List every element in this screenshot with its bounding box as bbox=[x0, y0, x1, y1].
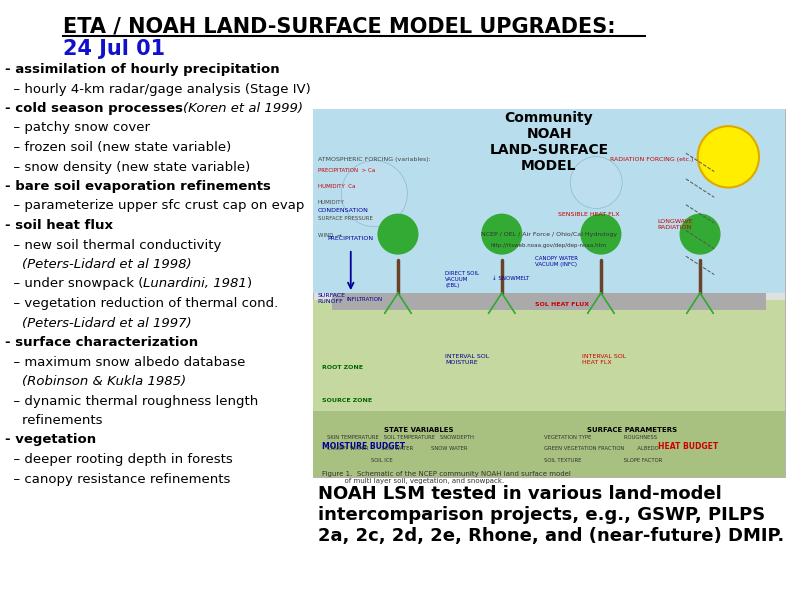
Text: SURFACE PARAMETERS: SURFACE PARAMETERS bbox=[587, 427, 676, 433]
Circle shape bbox=[698, 126, 759, 187]
Text: NCEP / OEL / Air Force / Ohio/Cal Hydrology: NCEP / OEL / Air Force / Ohio/Cal Hydrol… bbox=[481, 232, 617, 237]
Text: – maximum snow albedo database: – maximum snow albedo database bbox=[5, 355, 245, 368]
Text: PRECIPITATION  > Ca: PRECIPITATION > Ca bbox=[318, 168, 375, 173]
Text: – deeper rooting depth in forests: – deeper rooting depth in forests bbox=[5, 453, 233, 466]
Text: STATE VARIABLES: STATE VARIABLES bbox=[384, 427, 453, 433]
Text: HUMIDITY: HUMIDITY bbox=[318, 201, 345, 205]
Text: CANOPY WATER        SOIL WATER           SNOW WATER: CANOPY WATER SOIL WATER SNOW WATER bbox=[327, 446, 468, 452]
Text: – hourly 4-km radar/gage analysis (Stage IV): – hourly 4-km radar/gage analysis (Stage… bbox=[5, 83, 310, 96]
Circle shape bbox=[378, 214, 418, 254]
Text: - bare soil evaporation refinements: - bare soil evaporation refinements bbox=[5, 180, 271, 193]
Text: Lunardini, 1981: Lunardini, 1981 bbox=[144, 277, 247, 290]
Text: – vegetation reduction of thermal cond.: – vegetation reduction of thermal cond. bbox=[5, 297, 278, 310]
Text: SOIL ICE: SOIL ICE bbox=[327, 458, 393, 464]
Text: http://rtsweb.noaa.gov/dep/dep-noaa.htm: http://rtsweb.noaa.gov/dep/dep-noaa.htm bbox=[491, 243, 607, 248]
Text: WIND  →: WIND → bbox=[318, 233, 341, 237]
FancyBboxPatch shape bbox=[313, 411, 785, 477]
Text: SOIL TEXTURE                          SLOPE FACTOR: SOIL TEXTURE SLOPE FACTOR bbox=[544, 458, 662, 464]
Text: CANOPY WATER
VACUUM (INFC): CANOPY WATER VACUUM (INFC) bbox=[535, 256, 578, 267]
Circle shape bbox=[581, 214, 621, 254]
Text: – frozen soil (new state variable): – frozen soil (new state variable) bbox=[5, 141, 231, 154]
Text: – canopy resistance refinements: – canopy resistance refinements bbox=[5, 472, 230, 486]
Text: ROOT ZONE: ROOT ZONE bbox=[322, 365, 364, 369]
Text: SENSIBLE HEAT FLX: SENSIBLE HEAT FLX bbox=[558, 212, 620, 217]
Text: - assimilation of hourly precipitation: - assimilation of hourly precipitation bbox=[5, 63, 279, 76]
Text: SOURCE ZONE: SOURCE ZONE bbox=[322, 398, 372, 403]
Text: SKIN TEMPERATURE   SOIL TEMPERATURE   SNOWDEPTH: SKIN TEMPERATURE SOIL TEMPERATURE SNOWDE… bbox=[327, 435, 474, 440]
Text: - cold season processes: - cold season processes bbox=[5, 102, 183, 115]
Text: ↓ SNOWMELT: ↓ SNOWMELT bbox=[492, 277, 530, 281]
Text: - surface characterization: - surface characterization bbox=[5, 336, 198, 349]
Circle shape bbox=[680, 214, 720, 254]
FancyBboxPatch shape bbox=[332, 293, 766, 309]
Text: VEGETATION TYPE                    ROUGHNESS: VEGETATION TYPE ROUGHNESS bbox=[544, 435, 657, 440]
FancyBboxPatch shape bbox=[313, 300, 785, 411]
Text: – dynamic thermal roughness length: – dynamic thermal roughness length bbox=[5, 394, 258, 408]
Text: SURFACE PRESSURE: SURFACE PRESSURE bbox=[318, 217, 372, 221]
Text: SURFACE
RUNOFF: SURFACE RUNOFF bbox=[318, 293, 345, 304]
Text: refinements: refinements bbox=[5, 414, 102, 427]
Circle shape bbox=[482, 214, 522, 254]
Text: (Peters-Lidard et al 1998): (Peters-Lidard et al 1998) bbox=[5, 258, 191, 271]
Text: GREEN VEGETATION FRACTION        ALBEDO: GREEN VEGETATION FRACTION ALBEDO bbox=[544, 446, 659, 452]
Text: (Peters-Lidard et al 1997): (Peters-Lidard et al 1997) bbox=[5, 317, 191, 330]
Text: RADIATION FORCING (etc.): RADIATION FORCING (etc.) bbox=[611, 157, 694, 162]
FancyBboxPatch shape bbox=[313, 109, 785, 477]
Text: NOAH LSM tested in various land-model
intercomparison projects, e.g., GSWP, PILP: NOAH LSM tested in various land-model in… bbox=[318, 485, 784, 544]
Text: Community
NOAH
LAND-SURFACE
MODEL: Community NOAH LAND-SURFACE MODEL bbox=[489, 111, 608, 173]
Text: PRECIPITATION: PRECIPITATION bbox=[327, 236, 373, 241]
Text: - soil heat flux: - soil heat flux bbox=[5, 219, 113, 232]
Text: HEAT BUDGET: HEAT BUDGET bbox=[657, 442, 718, 451]
Text: – snow density (new state variable): – snow density (new state variable) bbox=[5, 161, 250, 174]
Text: – new soil thermal conductivity: – new soil thermal conductivity bbox=[5, 239, 222, 252]
Text: CONDENSATION: CONDENSATION bbox=[318, 208, 368, 214]
Text: ATMOSPHERIC FORCING (variables):: ATMOSPHERIC FORCING (variables): bbox=[318, 157, 430, 162]
Text: HUMIDITY  Ca: HUMIDITY Ca bbox=[318, 184, 355, 189]
Circle shape bbox=[341, 161, 407, 227]
Text: LONGWAVE
RADIATION: LONGWAVE RADIATION bbox=[657, 220, 693, 230]
Text: – parameterize upper sfc crust cap on evap: – parameterize upper sfc crust cap on ev… bbox=[5, 199, 304, 212]
Circle shape bbox=[570, 156, 622, 209]
Text: – patchy snow cover: – patchy snow cover bbox=[5, 121, 150, 134]
Text: MOISTURE BUDGET: MOISTURE BUDGET bbox=[322, 442, 406, 451]
Text: SOL HEAT FLUX: SOL HEAT FLUX bbox=[535, 302, 589, 307]
Text: 24 Jul 01: 24 Jul 01 bbox=[63, 39, 165, 59]
Text: – under snowpack (: – under snowpack ( bbox=[5, 277, 144, 290]
Text: INFILTRATION: INFILTRATION bbox=[346, 297, 382, 302]
Text: ETA / NOAH LAND-SURFACE MODEL UPGRADES:: ETA / NOAH LAND-SURFACE MODEL UPGRADES: bbox=[63, 17, 615, 37]
FancyBboxPatch shape bbox=[313, 109, 785, 293]
Text: INTERVAL SOL
HEAT FLX: INTERVAL SOL HEAT FLX bbox=[582, 353, 626, 365]
Text: DIRECT SOIL
VACUUM
(EBL): DIRECT SOIL VACUUM (EBL) bbox=[445, 271, 480, 287]
Text: INTERVAL SOL
MOISTURE: INTERVAL SOL MOISTURE bbox=[445, 353, 489, 365]
Text: - vegetation: - vegetation bbox=[5, 434, 96, 446]
Text: (Robinson & Kukla 1985): (Robinson & Kukla 1985) bbox=[5, 375, 186, 388]
Text: ): ) bbox=[247, 277, 252, 290]
Text: Figure 1.  Schematic of the NCEP community NOAH land surface model
          of : Figure 1. Schematic of the NCEP communit… bbox=[322, 471, 572, 484]
Text: (Koren et al 1999): (Koren et al 1999) bbox=[183, 102, 303, 115]
